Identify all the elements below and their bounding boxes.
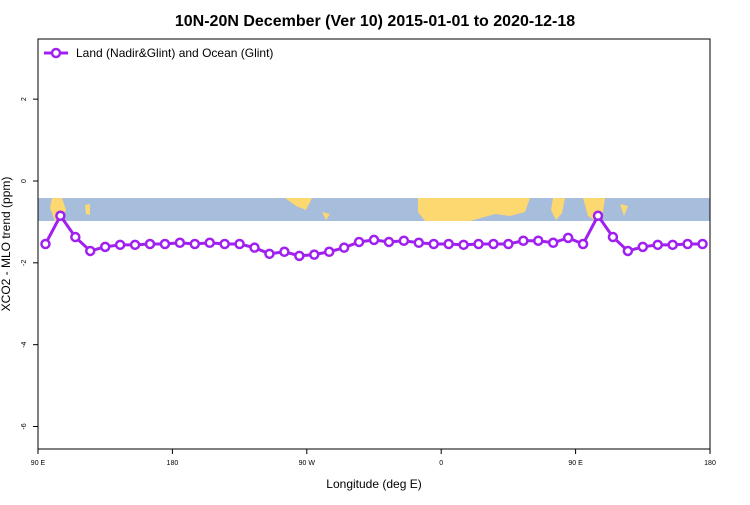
point (473, 238, 484, 250)
x-tick-label: 180 (167, 460, 179, 467)
point (219, 238, 230, 250)
chart-title: 10N-20N December (Ver 10) 2015-01-01 to … (175, 13, 575, 30)
y-tick-label: -4 (21, 341, 28, 347)
point (249, 242, 260, 253)
y-axis-label: XCO2 - MLO trend (ppm) (0, 177, 13, 312)
point (114, 239, 126, 251)
point (398, 235, 410, 246)
point (458, 239, 469, 251)
land (620, 204, 628, 216)
point (70, 231, 81, 243)
point (323, 246, 335, 258)
land (85, 204, 90, 215)
point (592, 210, 604, 222)
point (279, 246, 290, 258)
point (174, 237, 186, 249)
land (322, 212, 330, 220)
land (551, 198, 565, 220)
point (667, 239, 678, 251)
point (443, 238, 454, 250)
point (189, 238, 201, 250)
y-tick-label: 2 (21, 97, 28, 101)
point (637, 241, 649, 253)
point (697, 238, 708, 250)
x-tick-label: 90 W (299, 460, 316, 467)
point (129, 239, 141, 251)
point (503, 238, 514, 250)
point (99, 241, 111, 253)
x-tick-label: 180 (704, 460, 716, 467)
point (533, 235, 544, 246)
point (309, 249, 320, 260)
point (562, 232, 574, 244)
y-tick-label: 0 (21, 179, 28, 183)
point (40, 238, 51, 250)
point (622, 245, 634, 257)
legend-label: Land (Nadir&Glint) and Ocean (Glint) (76, 46, 273, 60)
point (294, 250, 305, 262)
x-tick-label: 90 E (568, 460, 583, 467)
x-tick-label: 0 (439, 460, 443, 467)
legend-marker (50, 47, 62, 59)
y-tick-label: -2 (21, 260, 28, 266)
point (368, 234, 380, 246)
point (518, 235, 529, 246)
point (55, 210, 66, 222)
point (353, 236, 365, 248)
land (285, 198, 312, 210)
point (577, 238, 589, 250)
point (547, 237, 559, 249)
land (418, 198, 530, 221)
point (204, 237, 215, 249)
point (607, 231, 619, 243)
point (85, 245, 96, 257)
point (338, 242, 350, 253)
plot-frame (37, 38, 711, 450)
point (234, 238, 245, 250)
point (428, 238, 439, 250)
point (682, 238, 693, 250)
point (159, 238, 171, 250)
point (413, 237, 425, 249)
point (652, 239, 663, 251)
ocean (38, 198, 710, 221)
point (144, 238, 156, 250)
y-tick-label: -6 (21, 423, 28, 429)
point (383, 236, 395, 248)
x-tick-label: 90 E (31, 460, 46, 467)
map-band (38, 198, 710, 221)
point (488, 238, 499, 250)
point (264, 248, 275, 260)
x-axis-label: Longitude (deg E) (326, 477, 421, 491)
